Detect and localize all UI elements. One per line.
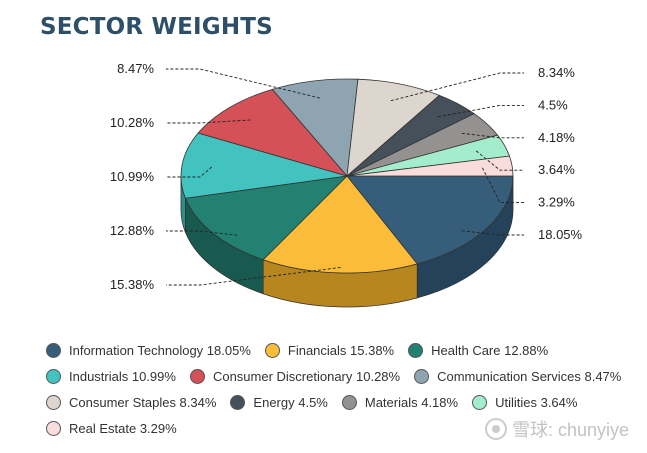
legend-label: Utilities 3.64% bbox=[495, 394, 578, 410]
leader-line-1 bbox=[166, 267, 341, 286]
legend-label: Information Technology 18.05% bbox=[69, 342, 251, 358]
legend-swatch bbox=[46, 342, 61, 358]
legend-item: Real Estate 3.29% bbox=[46, 420, 177, 436]
pie-chart: 18.05% 15.38% 12.88% 10.99% 10.28% 8.47% 8.34%… bbox=[110, 61, 583, 308]
data-label-0: 18.05% bbox=[538, 227, 583, 242]
pie-slice-4 bbox=[197, 88, 349, 177]
legend-item: Financials 15.38% bbox=[264, 342, 395, 358]
legend-item: Consumer Discretionary 10.28% bbox=[189, 368, 401, 384]
watermark: 雪球: chunyiye bbox=[484, 416, 629, 442]
legend-swatch bbox=[46, 394, 61, 410]
legend-swatch bbox=[341, 394, 357, 410]
chart-title: SECTOR WEIGHTS bbox=[40, 14, 273, 40]
legend-item: Materials 4.18% bbox=[341, 394, 459, 410]
pie-slice-6 bbox=[346, 78, 441, 177]
data-label-6: 8.34% bbox=[538, 65, 575, 80]
legend-item: Utilities 3.64% bbox=[472, 394, 578, 410]
legend-label: Industrials 10.99% bbox=[69, 368, 176, 384]
legend-label: Health Care 12.88% bbox=[431, 342, 549, 358]
data-label-9: 3.64% bbox=[538, 162, 575, 177]
legend-label: Consumer Discretionary 10.28% bbox=[212, 368, 401, 384]
legend-swatch bbox=[414, 368, 430, 384]
pie-slice-2 bbox=[184, 175, 349, 261]
legend-label: Financials 15.38% bbox=[287, 342, 395, 358]
legend-row: Information Technology 18.05% Financials … bbox=[46, 337, 636, 363]
legend-item: Industrials 10.99% bbox=[46, 368, 176, 384]
legend-swatch bbox=[46, 368, 61, 384]
data-label-5: 8.47% bbox=[117, 61, 154, 76]
legend-row: Consumer Staples 8.34% Energy 4.5% Materia… bbox=[46, 389, 636, 415]
legend-item: Health Care 12.88% bbox=[408, 342, 549, 358]
pie-slice-0 bbox=[346, 175, 514, 265]
legend-item: Consumer Staples 8.34% bbox=[46, 394, 217, 410]
data-label-3: 10.99% bbox=[110, 169, 155, 184]
data-label-10: 3.29% bbox=[538, 195, 575, 210]
legend-row: Real Estate 3.29% bbox=[46, 415, 636, 441]
leader-line-2 bbox=[166, 230, 238, 236]
watermark-text: 雪球: chunyiye bbox=[511, 420, 629, 440]
leader-line-8 bbox=[461, 132, 524, 139]
legend-item: Communication Services 8.47% bbox=[414, 368, 622, 384]
data-label-8: 4.18% bbox=[538, 130, 575, 145]
legend-label: Materials 4.18% bbox=[364, 394, 459, 410]
data-label-2: 12.88% bbox=[110, 223, 155, 238]
legend-swatch bbox=[472, 394, 488, 410]
legend-item: Energy 4.5% bbox=[230, 394, 328, 410]
pie-top bbox=[180, 78, 514, 274]
legend-swatch bbox=[46, 420, 61, 436]
leader-line-4 bbox=[166, 119, 251, 124]
chart-legend: Information Technology 18.05% Financials … bbox=[46, 337, 636, 441]
legend-label: Communication Services 8.47% bbox=[437, 368, 622, 384]
legend-swatch bbox=[408, 342, 424, 358]
pie-slice-10 bbox=[346, 155, 514, 177]
legend-row: Industrials 10.99% Consumer Discretionary… bbox=[46, 363, 636, 389]
leader-line-10 bbox=[481, 167, 524, 204]
leader-line-6 bbox=[390, 72, 524, 102]
pie-slice-5 bbox=[271, 78, 359, 177]
leader-line-0 bbox=[461, 230, 524, 236]
leader-line-5 bbox=[166, 68, 321, 99]
legend-item: Information Technology 18.05% bbox=[46, 342, 251, 358]
legend-swatch bbox=[264, 342, 280, 358]
legend-swatch bbox=[189, 368, 205, 384]
legend-label: Energy 4.5% bbox=[253, 394, 328, 410]
snowball-logo-icon bbox=[484, 418, 507, 440]
leader-line-9 bbox=[475, 150, 524, 171]
data-label-7: 4.5% bbox=[538, 97, 568, 112]
leader-line-7 bbox=[437, 104, 524, 118]
pie-slice-3 bbox=[180, 132, 348, 199]
data-label-1: 15.38% bbox=[110, 277, 155, 292]
pie-labels: 18.05% 15.38% 12.88% 10.99% 10.28% 8.47% 8.34%… bbox=[110, 61, 583, 292]
legend-swatch bbox=[230, 394, 246, 410]
data-label-4: 10.28% bbox=[110, 115, 155, 130]
legend-label: Real Estate 3.29% bbox=[69, 420, 177, 436]
leader-line-3 bbox=[166, 166, 213, 178]
pie-slice-1 bbox=[262, 175, 418, 274]
legend-label: Consumer Staples 8.34% bbox=[69, 394, 217, 410]
